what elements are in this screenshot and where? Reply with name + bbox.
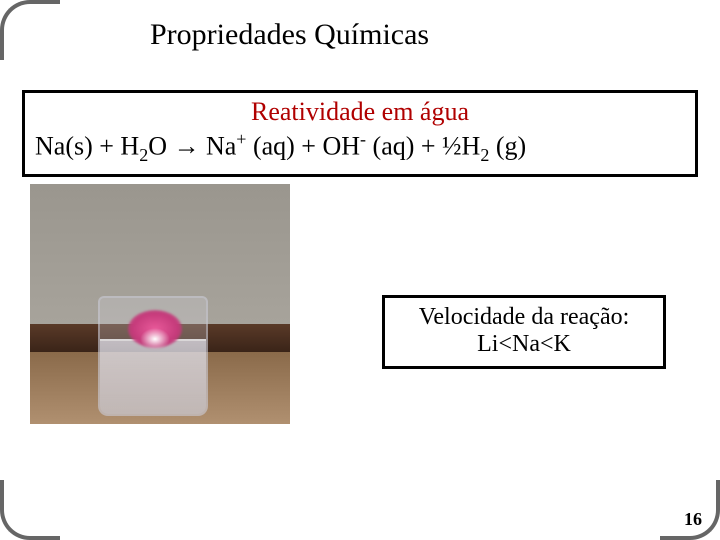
photo-water bbox=[100, 339, 206, 414]
velocity-box: Velocidade da reação: Li<Na<K bbox=[382, 295, 666, 369]
equation-box: Reatividade em água Na(s) + H2O → Na+ (a… bbox=[22, 90, 698, 177]
slide: Propriedades Químicas Reatividade em águ… bbox=[0, 0, 720, 540]
equation-formula: Na(s) + H2O → Na+ (aq) + OH- (aq) + ½H2 … bbox=[35, 129, 685, 166]
corner-decoration-tl bbox=[0, 0, 60, 60]
velocity-order: Li<Na<K bbox=[391, 331, 657, 358]
photo-reaction-highlight bbox=[140, 328, 170, 350]
slide-title: Propriedades Químicas bbox=[150, 18, 429, 52]
page-number: 16 bbox=[684, 509, 702, 530]
reaction-photo bbox=[30, 184, 290, 424]
photo-beaker bbox=[98, 296, 208, 416]
velocity-label: Velocidade da reação: bbox=[391, 304, 657, 331]
corner-decoration-bl bbox=[0, 480, 60, 540]
equation-title: Reatividade em água bbox=[35, 97, 685, 127]
